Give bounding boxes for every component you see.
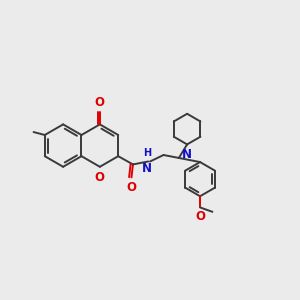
Text: N: N: [182, 148, 192, 161]
Text: O: O: [95, 96, 105, 109]
Text: O: O: [95, 171, 105, 184]
Text: O: O: [195, 210, 205, 223]
Text: O: O: [127, 181, 136, 194]
Text: H: H: [143, 148, 151, 158]
Text: N: N: [142, 162, 152, 175]
